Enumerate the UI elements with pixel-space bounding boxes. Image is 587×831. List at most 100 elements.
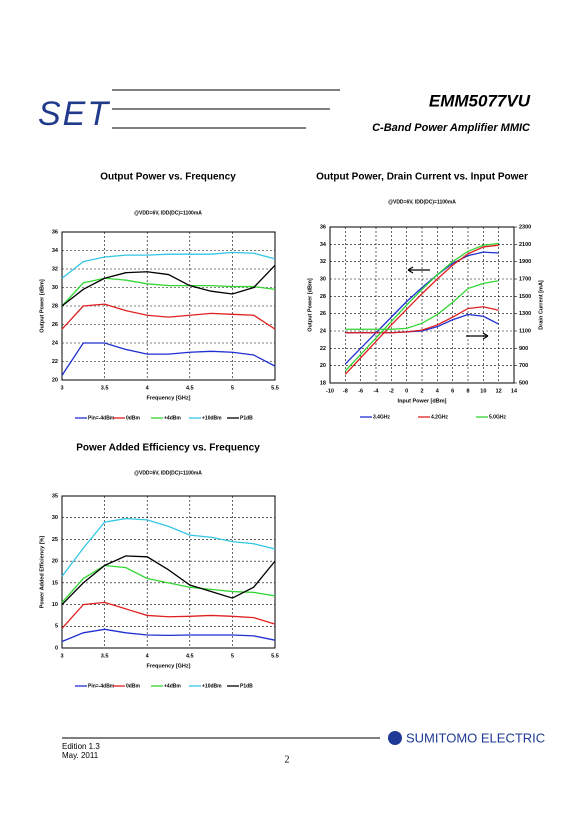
series-line [61, 264, 276, 307]
chart-title: Power Added Efficiency vs. Frequency [76, 443, 260, 454]
x-tick-label: 4.5 [186, 653, 194, 659]
y-axis-label: Power Added Efficiency [%] [39, 536, 45, 609]
y-tick-label: 34 [52, 248, 59, 254]
y2-tick-label: 900 [519, 346, 528, 352]
y2-axis-label: Drain Current [mA] [538, 280, 544, 330]
x-tick-label: -4 [374, 388, 380, 394]
y2-tick-label: 1300 [519, 311, 531, 317]
doc-subtitle: C-Band Power Amplifier MMIC [372, 122, 531, 134]
chart-subtitle: @VDD=6V, IDD(DC)=1100mA [388, 199, 456, 205]
series-line [344, 242, 499, 372]
x-tick-label: 2 [420, 388, 423, 394]
legend-label: 3.4GHz [373, 414, 390, 420]
legend-label: P1dB [240, 415, 253, 421]
y-tick-label: 26 [320, 311, 326, 317]
x-tick-label: 14 [511, 388, 518, 394]
company-mark [388, 731, 402, 745]
y-tick-label: 30 [52, 515, 58, 521]
chart: Output Power vs. Frequency @VDD=6V, IDD(D… [39, 172, 278, 422]
chart-subtitle: @VDD=6V, IDD(DC)=1100mA [134, 210, 202, 216]
x-tick-label: 5.5 [271, 385, 279, 391]
x-tick-label: 3.5 [101, 385, 109, 391]
y-tick-label: 28 [52, 303, 58, 309]
page-number: 2 [285, 754, 290, 765]
chart-title: Output Power, Drain Current vs. Input Po… [316, 172, 528, 183]
legend-label: 5.0GHz [489, 414, 506, 420]
y2-tick-label: 2300 [519, 224, 531, 230]
y-tick-label: 36 [52, 229, 58, 235]
x-tick-label: -8 [343, 388, 348, 394]
legend-label: P1dB [240, 683, 253, 689]
series-line [61, 342, 276, 376]
series-line [61, 517, 276, 577]
x-tick-label: 3.5 [101, 653, 109, 659]
y-tick-label: 22 [52, 359, 58, 365]
legend-label: 4.2GHz [431, 414, 448, 420]
series-line [61, 628, 276, 643]
x-axis-label: Frequency [GHz] [146, 395, 190, 401]
date: May. 2011 [62, 751, 99, 760]
y-tick-label: 30 [320, 276, 326, 282]
x-tick-label: 5 [231, 653, 234, 659]
legend-label: +10dBm [202, 415, 222, 421]
y2-tick-label: 1900 [519, 259, 531, 265]
chart-title: Output Power vs. Frequency [100, 172, 236, 183]
y2-tick-label: 1700 [519, 276, 531, 282]
chart: Power Added Efficiency vs. Frequency @VDD… [39, 443, 278, 690]
logo-text: SET [38, 95, 110, 133]
y-tick-label: 28 [320, 294, 326, 300]
x-tick-label: 8 [466, 388, 469, 394]
x-tick-label: 5 [231, 385, 234, 391]
y-tick-label: 24 [320, 328, 327, 334]
y-tick-label: 5 [55, 624, 58, 630]
y-tick-label: 20 [52, 377, 58, 383]
y-tick-label: 0 [55, 645, 58, 651]
y-axis-label: Output Power [dBm] [307, 278, 313, 332]
x-tick-label: 4 [436, 388, 440, 394]
x-tick-label: 10 [480, 388, 486, 394]
doc-title: EMM5077VU [429, 91, 531, 110]
x-tick-label: -6 [358, 388, 363, 394]
series-line [61, 303, 276, 330]
series-line [61, 277, 276, 307]
series-line [61, 564, 276, 603]
y-tick-label: 22 [320, 346, 326, 352]
y-tick-label: 30 [52, 285, 58, 291]
x-tick-label: 4.5 [186, 385, 194, 391]
arrow [466, 332, 489, 340]
x-axis-label: Frequency [GHz] [146, 663, 190, 669]
x-axis-label: Input Power [dBm] [398, 398, 447, 404]
y2-tick-label: 1500 [519, 294, 531, 300]
y-tick-label: 20 [52, 559, 58, 565]
current-line [345, 280, 499, 330]
y-tick-label: 26 [52, 322, 58, 328]
logo: SET [38, 95, 110, 133]
x-tick-label: 0 [405, 388, 408, 394]
y-tick-label: 36 [320, 224, 326, 230]
y-axis-label: Output Power [dBm] [39, 279, 45, 333]
y2-tick-label: 500 [519, 380, 528, 386]
legend-label: +4dBm [164, 683, 181, 689]
x-tick-label: 4 [146, 653, 150, 659]
current-line [345, 306, 499, 334]
edition: Edition 1.3 [62, 742, 100, 751]
x-tick-label: 12 [496, 388, 502, 394]
y-tick-label: 24 [52, 340, 59, 346]
annotations [407, 266, 489, 340]
series-line [61, 251, 276, 279]
legend-label: +10dBm [202, 683, 222, 689]
series-line [61, 601, 276, 629]
x-tick-label: -2 [389, 388, 394, 394]
series-line [344, 251, 499, 365]
y-tick-label: 18 [320, 380, 326, 386]
y-tick-label: 20 [320, 363, 326, 369]
y-tick-label: 34 [320, 242, 327, 248]
y-tick-label: 32 [320, 259, 326, 265]
y2-tick-label: 1100 [519, 328, 531, 334]
legend-label: 0dBm [126, 683, 140, 689]
x-tick-label: 4 [146, 385, 150, 391]
x-tick-label: 3 [60, 653, 63, 659]
legend-label: Pin=-4dBm [88, 683, 115, 689]
company: SUMITOMO ELECTRIC [406, 730, 545, 745]
x-tick-label: -10 [326, 388, 334, 394]
